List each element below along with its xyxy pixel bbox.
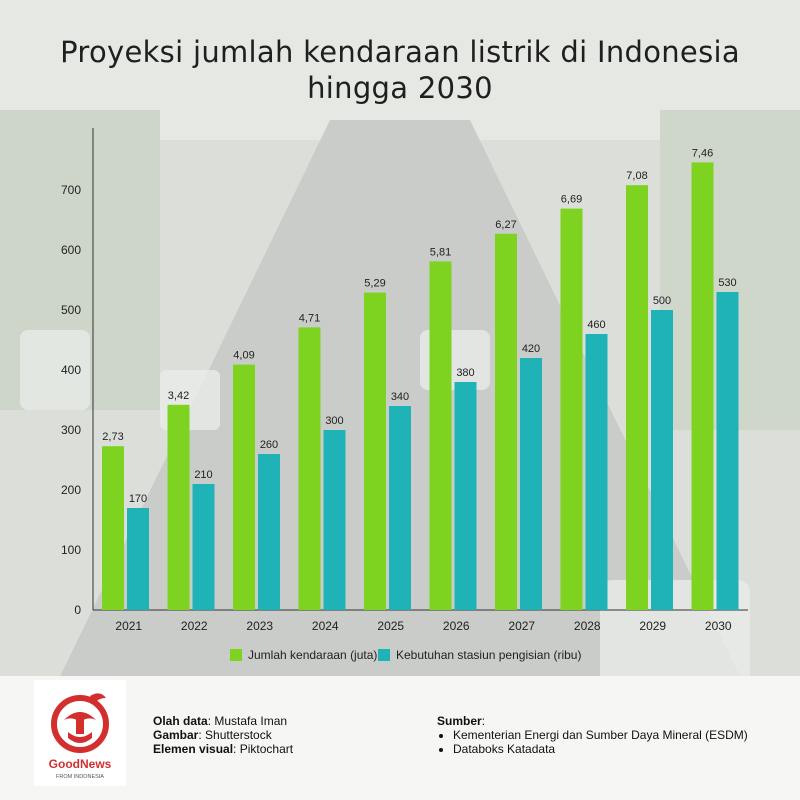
credits-block: Olah data: Mustafa Iman Gambar: Shutters… — [153, 714, 293, 756]
legend-label-vehicles: Jumlah kendaraan (juta) — [248, 648, 378, 662]
goodnews-logo: GoodNews FROM INDONESIA — [34, 680, 126, 786]
data-label-charging: 300 — [325, 415, 343, 427]
data-label-charging: 460 — [587, 319, 605, 331]
bar-charging-stations — [651, 310, 673, 610]
data-label-vehicles: 6,27 — [495, 219, 516, 231]
bar-charging-stations — [389, 406, 411, 610]
legend-item-charging: Kebutuhan stasiun pengisian (ribu) — [378, 648, 581, 662]
data-label-vehicles: 5,81 — [430, 246, 451, 258]
bar-charging-stations — [585, 334, 608, 610]
source-item: Databoks Katadata — [453, 742, 748, 756]
bar-charging-stations — [716, 292, 739, 610]
bar-vehicles — [495, 233, 517, 611]
credit-visual: Elemen visual: Piktochart — [153, 742, 293, 756]
x-tick-label: 2024 — [312, 619, 339, 633]
data-label-vehicles: 2,73 — [102, 431, 123, 443]
sources-list: Kementerian Energi dan Sumber Daya Miner… — [437, 728, 748, 756]
chart-title: Proyeksi jumlah kendaraan listrik di Ind… — [60, 35, 740, 105]
data-label-charging: 260 — [260, 439, 278, 451]
data-label-charging: 210 — [194, 469, 212, 481]
data-label-vehicles: 7,08 — [626, 170, 647, 182]
y-tick-label: 200 — [61, 483, 81, 497]
logo-name: GoodNews — [49, 757, 112, 771]
credit-visual-label: Elemen visual — [153, 742, 234, 756]
data-label-vehicles: 6,69 — [561, 194, 582, 206]
data-label-vehicles: 4,71 — [299, 312, 320, 324]
data-label-charging: 340 — [391, 391, 409, 403]
bar-charging-stations — [520, 358, 542, 610]
bar-charging-stations — [127, 508, 149, 610]
x-tick-label: 2025 — [377, 619, 404, 633]
data-label-vehicles: 4,09 — [233, 350, 254, 362]
y-tick-label: 500 — [61, 303, 81, 317]
sources-block: Sumber: Kementerian Energi dan Sumber Da… — [437, 714, 748, 756]
logo-tagline: FROM INDONESIA — [56, 774, 104, 780]
y-tick-label: 100 — [61, 543, 81, 557]
bar-vehicles — [233, 364, 255, 610]
x-tick-label: 2028 — [574, 619, 601, 633]
bar-charging-stations — [192, 484, 215, 610]
x-tick-label: 2027 — [508, 619, 535, 633]
x-tick-label: 2021 — [115, 619, 142, 633]
bar-charging-stations — [323, 430, 346, 610]
x-tick-label: 2022 — [181, 619, 208, 633]
credit-image-value: : Shutterstock — [198, 728, 272, 742]
data-label-vehicles: 7,46 — [692, 147, 713, 159]
credit-data-value: : Mustafa Iman — [207, 714, 288, 728]
y-tick-label: 0 — [74, 603, 81, 617]
credit-image-label: Gambar — [153, 728, 199, 742]
credit-data: Olah data: Mustafa Iman — [153, 714, 293, 728]
credit-image: Gambar: Shutterstock — [153, 728, 293, 742]
y-tick-label: 700 — [61, 183, 81, 197]
legend-swatch-charging — [378, 649, 390, 661]
source-item: Kementerian Energi dan Sumber Daya Miner… — [453, 728, 748, 742]
sources-heading-colon: : — [481, 714, 486, 728]
bar-vehicles — [626, 185, 648, 610]
bar-vehicles — [167, 404, 190, 610]
credit-data-label: Olah data — [153, 714, 208, 728]
legend-label-charging: Kebutuhan stasiun pengisian (ribu) — [396, 648, 582, 662]
y-tick-label: 300 — [61, 423, 81, 437]
data-label-charging: 380 — [456, 367, 474, 379]
x-tick-label: 2023 — [246, 619, 273, 633]
data-label-charging: 170 — [129, 493, 147, 505]
data-label-charging: 500 — [653, 295, 671, 307]
bar-vehicles — [560, 208, 583, 610]
x-tick-label: 2030 — [705, 619, 732, 633]
y-tick-label: 600 — [61, 243, 81, 257]
sources-heading-label: Sumber — [437, 714, 482, 728]
data-label-charging: 420 — [522, 343, 540, 355]
bar-charging-stations — [454, 382, 477, 610]
garuda-logo-icon: GoodNews FROM INDONESIA — [49, 693, 112, 780]
credit-visual-value: : Piktochart — [233, 742, 294, 756]
footer-panel — [0, 676, 800, 800]
bar-vehicles — [691, 162, 714, 610]
data-label-vehicles: 5,29 — [364, 278, 385, 290]
legend-swatch-vehicles — [230, 649, 242, 661]
sources-heading: Sumber: — [437, 714, 748, 728]
legend-item-vehicles: Jumlah kendaraan (juta) — [230, 648, 377, 662]
x-tick-label: 2029 — [639, 619, 666, 633]
data-label-vehicles: 3,42 — [168, 390, 189, 402]
bar-vehicles — [364, 292, 386, 610]
bar-vehicles — [298, 327, 321, 610]
bar-charging-stations — [258, 454, 280, 610]
y-tick-label: 400 — [61, 363, 81, 377]
bar-vehicles — [429, 261, 452, 610]
x-tick-label: 2026 — [443, 619, 470, 633]
bar-vehicles — [102, 446, 124, 610]
data-label-charging: 530 — [718, 277, 736, 289]
